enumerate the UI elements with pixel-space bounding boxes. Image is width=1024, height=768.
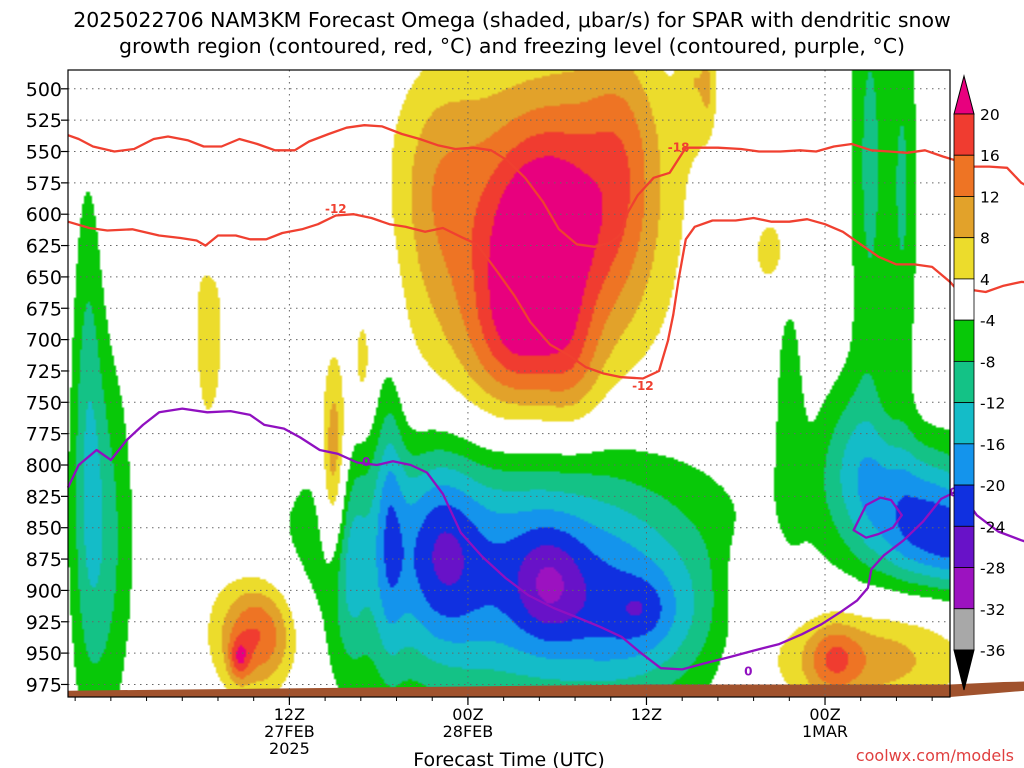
colorbar-top-arrow	[953, 74, 975, 115]
dgz-contour-label: -18	[668, 140, 690, 154]
freezing-contour-line	[852, 496, 903, 539]
freezing-contour-label: 0	[744, 665, 752, 679]
colorbar-swatch	[953, 608, 975, 651]
colorbar-swatch	[953, 484, 975, 527]
colorbar-label: 16	[980, 147, 1000, 165]
colorbar-swatch	[953, 525, 975, 568]
colorbar-swatch	[953, 237, 975, 280]
colorbar-label: -12	[980, 395, 1005, 413]
y-tick-label-550: 550	[26, 142, 62, 164]
y-tick-label-800: 800	[26, 455, 62, 477]
x-tick-label: 2025	[269, 739, 310, 758]
colorbar-label: -32	[980, 601, 1005, 619]
colorbar-swatch	[953, 113, 975, 156]
ground-surface	[68, 681, 1024, 697]
colorbar-label: 8	[980, 230, 990, 248]
plot-area: -18 -12 -12 -12 0 0 0	[66, 69, 1024, 698]
dgz-contour-line	[67, 124, 1024, 248]
y-tick-label-725: 725	[26, 361, 62, 383]
dgz-contour-line	[67, 213, 1024, 380]
colorbar-swatch	[953, 196, 975, 239]
y-tick-label-950: 950	[26, 643, 62, 665]
colorbar-label: -36	[980, 642, 1005, 660]
colorbar-label: 12	[980, 188, 1000, 206]
y-tick-label-575: 575	[26, 173, 62, 195]
y-tick-label-750: 750	[26, 392, 62, 414]
x-tick-label: 1MAR	[802, 722, 848, 741]
plot-frame	[67, 69, 951, 698]
omega-heatmap	[68, 70, 950, 697]
x-tick-label: 00Z	[452, 705, 483, 724]
colorbar-label: -24	[980, 518, 1005, 536]
colorbar-label: 4	[980, 271, 990, 289]
chart-title-line2: growth region (contoured, red, °C) and f…	[119, 34, 905, 58]
colorbar-label: -20	[980, 477, 1005, 495]
colorbar-label: -8	[980, 353, 995, 371]
y-tick-label-925: 925	[26, 612, 62, 634]
colorbar-label: 20	[980, 106, 1000, 124]
x-axis-title: Forecast Time (UTC)	[413, 749, 604, 768]
colorbar-label: -16	[980, 436, 1005, 454]
y-tick-label-675: 675	[26, 298, 62, 320]
y-tick-label-500: 500	[26, 79, 62, 101]
x-tick-label: 28FEB	[443, 722, 494, 741]
freezing-contour-label: 0	[362, 455, 370, 469]
colorbar-swatch	[953, 360, 975, 404]
chart-title-line1: 2025022706 NAM3KM Forecast Omega (shaded…	[73, 8, 951, 32]
y-tick-label-775: 775	[26, 424, 62, 446]
y-tick-label-875: 875	[26, 549, 62, 571]
grid-lines	[68, 70, 950, 697]
y-tick-label-700: 700	[26, 330, 62, 352]
y-tick-label-850: 850	[26, 518, 62, 540]
colorbar-label: -4	[980, 312, 995, 330]
y-tick-label-975: 975	[26, 674, 62, 696]
colorbar: 20 16 12 8 4 -4 -8 -12 -16 -20 -24 -28 -32 -36	[953, 74, 1005, 691]
y-axis: 500 525 550 575 600 625 650 675 700 725 750 775 800 8…	[26, 79, 68, 696]
colorbar-bottom-arrow	[953, 649, 975, 691]
colorbar-swatch	[953, 154, 975, 197]
y-tick-label-650: 650	[26, 267, 62, 289]
colorbar-label: -28	[980, 560, 1005, 578]
colorbar-swatch	[953, 319, 975, 362]
watermark: coolwx.com/models	[856, 746, 1014, 765]
dgz-contour-label: -12	[632, 379, 654, 393]
y-tick-label-825: 825	[26, 486, 62, 508]
colorbar-swatch	[953, 402, 975, 445]
x-tick-label: 00Z	[809, 705, 840, 724]
x-tick-label: 12Z	[631, 705, 662, 724]
colorbar-swatch	[953, 278, 975, 321]
colorbar-swatch	[953, 443, 975, 486]
freezing-contour-label: 0	[949, 485, 957, 499]
y-tick-label-625: 625	[26, 236, 62, 258]
y-tick-label-900: 900	[26, 580, 62, 602]
y-tick-label-525: 525	[26, 110, 62, 132]
x-tick-label: 12Z	[274, 705, 305, 724]
x-tick-label: 27FEB	[264, 722, 315, 741]
colorbar-swatch	[953, 567, 975, 610]
dgz-contour-label: -12	[325, 202, 347, 216]
y-tick-label-600: 600	[26, 204, 62, 226]
